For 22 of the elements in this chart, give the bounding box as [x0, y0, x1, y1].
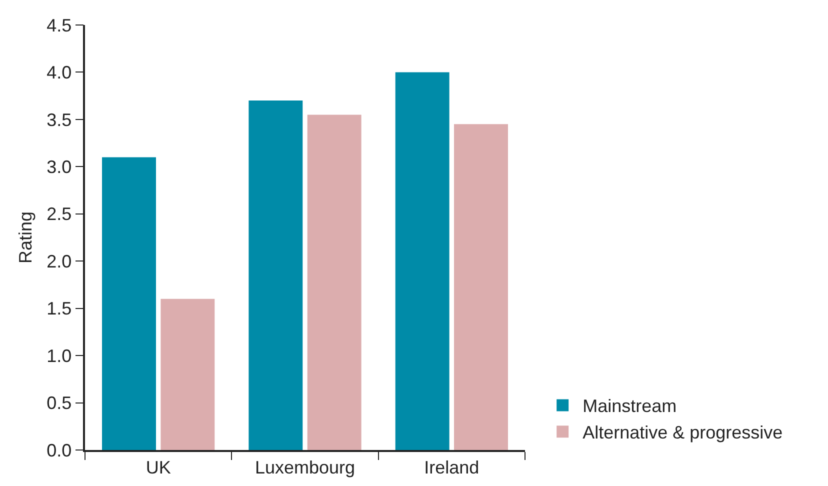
- y-tick-label: 3.5: [46, 110, 72, 130]
- y-tick-label: 4.0: [46, 62, 72, 83]
- x-tick-label: Ireland: [424, 457, 480, 478]
- y-tick-label: 4.5: [46, 15, 72, 36]
- bar: [160, 298, 215, 450]
- y-tick-label: 1.5: [46, 298, 72, 319]
- y-tick-label: 3.0: [46, 156, 72, 177]
- bar: [454, 124, 508, 450]
- bar: [102, 157, 156, 450]
- y-axis-title: Rating: [15, 211, 36, 264]
- legend-label: Alternative & progressive: [582, 422, 783, 443]
- bar: [307, 114, 362, 450]
- y-tick-label: 1.0: [46, 346, 72, 366]
- y-tick-label: 0.5: [46, 393, 72, 414]
- bar: [395, 72, 450, 450]
- x-tick-label: Luxembourg: [254, 457, 356, 478]
- y-tick-label: 2.0: [46, 251, 72, 272]
- bar: [248, 100, 303, 450]
- legend-label: Mainstream: [582, 396, 677, 416]
- y-tick-label: 2.5: [46, 204, 72, 224]
- x-tick-label: UK: [146, 457, 171, 478]
- y-tick-label: 0.0: [46, 440, 72, 460]
